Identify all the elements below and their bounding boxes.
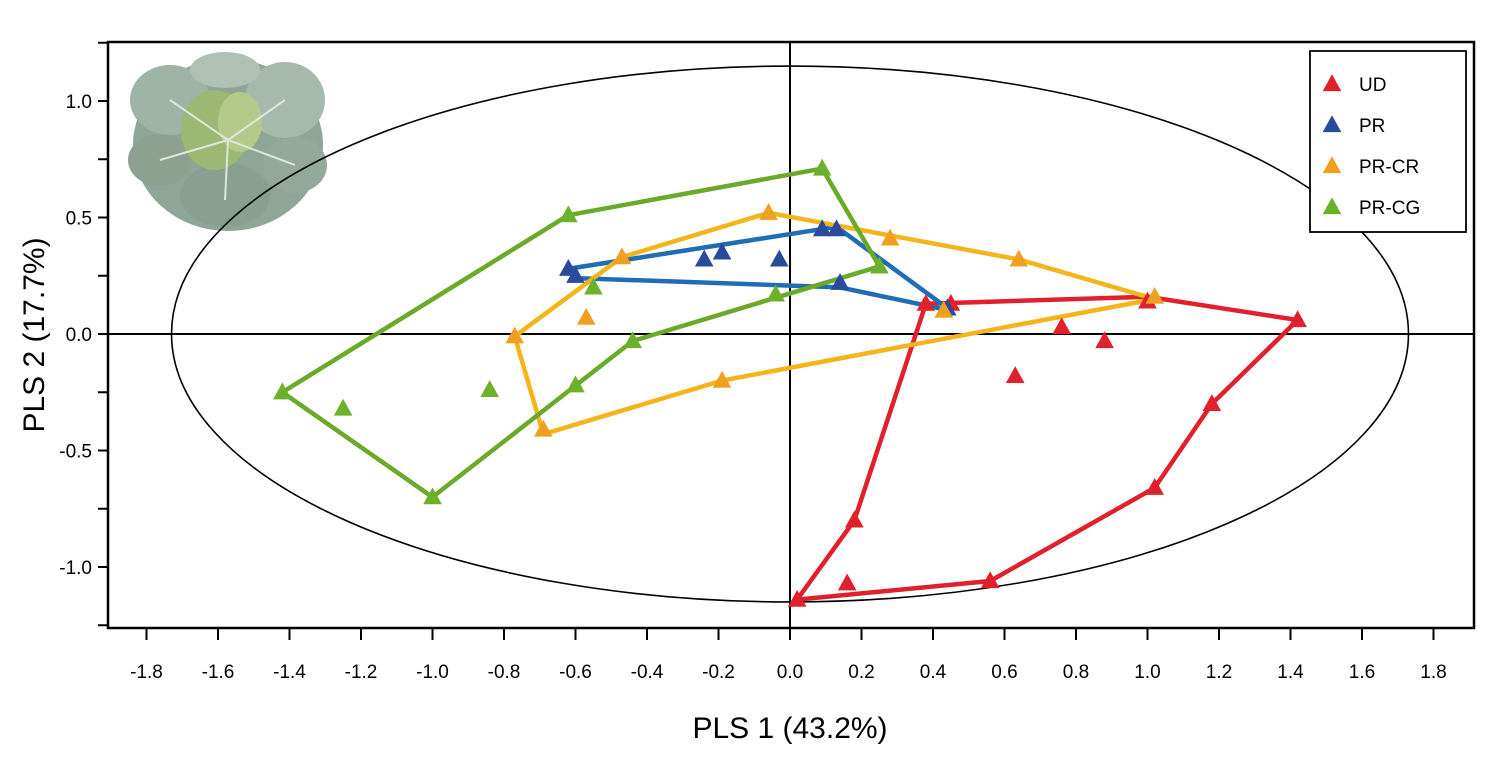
point-pr-cg (273, 382, 292, 400)
point-pr (827, 219, 846, 237)
x-tick-label: 0.2 (848, 662, 874, 683)
hull-ud (794, 294, 1300, 602)
y-axis-title: PLS 2 (17.7%) (18, 237, 51, 432)
x-tick-label: 1.4 (1277, 662, 1304, 683)
point-pr-cg (584, 277, 603, 295)
point-pr-cr (576, 307, 596, 325)
x-tick-label: -0.2 (702, 662, 735, 683)
point-ud (845, 510, 864, 528)
point-ud (1145, 478, 1164, 495)
x-tick-label: -1.0 (416, 662, 449, 683)
legend-label-pr-cr: PR-CR (1359, 157, 1419, 178)
point-ud (1005, 366, 1025, 384)
x-tick-label: -1.4 (273, 662, 306, 683)
point-pr-cr (759, 203, 778, 220)
point-pr-cr (934, 300, 954, 318)
x-tick-label: 1.6 (1349, 662, 1375, 683)
x-tick-label: 0.6 (991, 662, 1017, 683)
legend: UD PR PR-CR PR-CG (1309, 50, 1467, 233)
point-ud (1095, 331, 1114, 349)
point-pr-cg (870, 256, 889, 274)
point-pr-cg (566, 375, 585, 393)
y-tick-label: 0.5 (66, 209, 92, 230)
x-tick-label: -1.8 (130, 662, 163, 683)
point-pr-cr (612, 247, 632, 265)
point-pr-cg (812, 158, 832, 176)
point-pr (694, 249, 714, 267)
point-pr-cg (333, 398, 353, 416)
point-ud (787, 589, 807, 607)
point-pr-cr (880, 228, 900, 246)
x-axis-title: PLS 1 (43.2%) (692, 712, 887, 745)
x-tick-label: -0.8 (488, 662, 521, 683)
point-pr-cg (559, 205, 578, 223)
y-tick-label: 0.0 (66, 325, 92, 346)
point-pr-cg (623, 331, 642, 349)
legend-marker-pr (1322, 115, 1342, 133)
x-tick-label: 0.8 (1063, 662, 1089, 683)
legend-label-pr: PR (1359, 116, 1385, 137)
point-ud (837, 573, 857, 591)
x-tick-label: 1.0 (1134, 662, 1160, 683)
point-pr-cg (766, 284, 785, 302)
y-tick-label: 1.0 (66, 92, 92, 113)
point-pr-cr (712, 370, 732, 388)
x-tick-label: -0.4 (631, 662, 664, 683)
point-pr-cr (534, 419, 553, 437)
hull-pr-cr (512, 210, 1157, 437)
y-tick-label: -0.5 (59, 442, 92, 463)
point-pr-cr (505, 326, 525, 344)
point-pr-cr (1145, 286, 1164, 304)
legend-marker-pr-cr (1322, 156, 1342, 174)
point-ud (916, 293, 936, 311)
point-ud (1202, 394, 1222, 411)
legend-marker-ud (1322, 74, 1342, 92)
point-pr (830, 272, 850, 290)
legend-marker-pr-cg (1322, 197, 1342, 215)
point-ud (1288, 310, 1307, 328)
point-ud (980, 571, 1000, 589)
x-tick-label: 1.2 (1206, 662, 1232, 683)
legend-label-ud: UD (1359, 75, 1386, 96)
x-tick-label: -1.6 (202, 662, 235, 683)
x-tick-label: 0.4 (920, 662, 947, 683)
point-ud (1052, 317, 1071, 335)
point-pr (712, 242, 732, 260)
point-pr-cg (480, 380, 499, 398)
x-tick-label: -0.6 (559, 662, 592, 683)
legend-label-pr-cg: PR-CG (1359, 198, 1420, 219)
point-pr-cr (1009, 249, 1029, 267)
legend-box (1309, 50, 1467, 233)
point-pr-cg (423, 487, 442, 505)
point-pr (566, 265, 585, 283)
x-tick-label: -1.2 (345, 662, 378, 683)
point-pr (769, 249, 789, 267)
cabbage-plant-photo (128, 52, 327, 231)
y-tick-label: -1.0 (59, 558, 92, 579)
x-tick-label: 0.0 (777, 662, 803, 683)
x-tick-label: 1.8 (1420, 662, 1446, 683)
point-pr (812, 219, 832, 237)
